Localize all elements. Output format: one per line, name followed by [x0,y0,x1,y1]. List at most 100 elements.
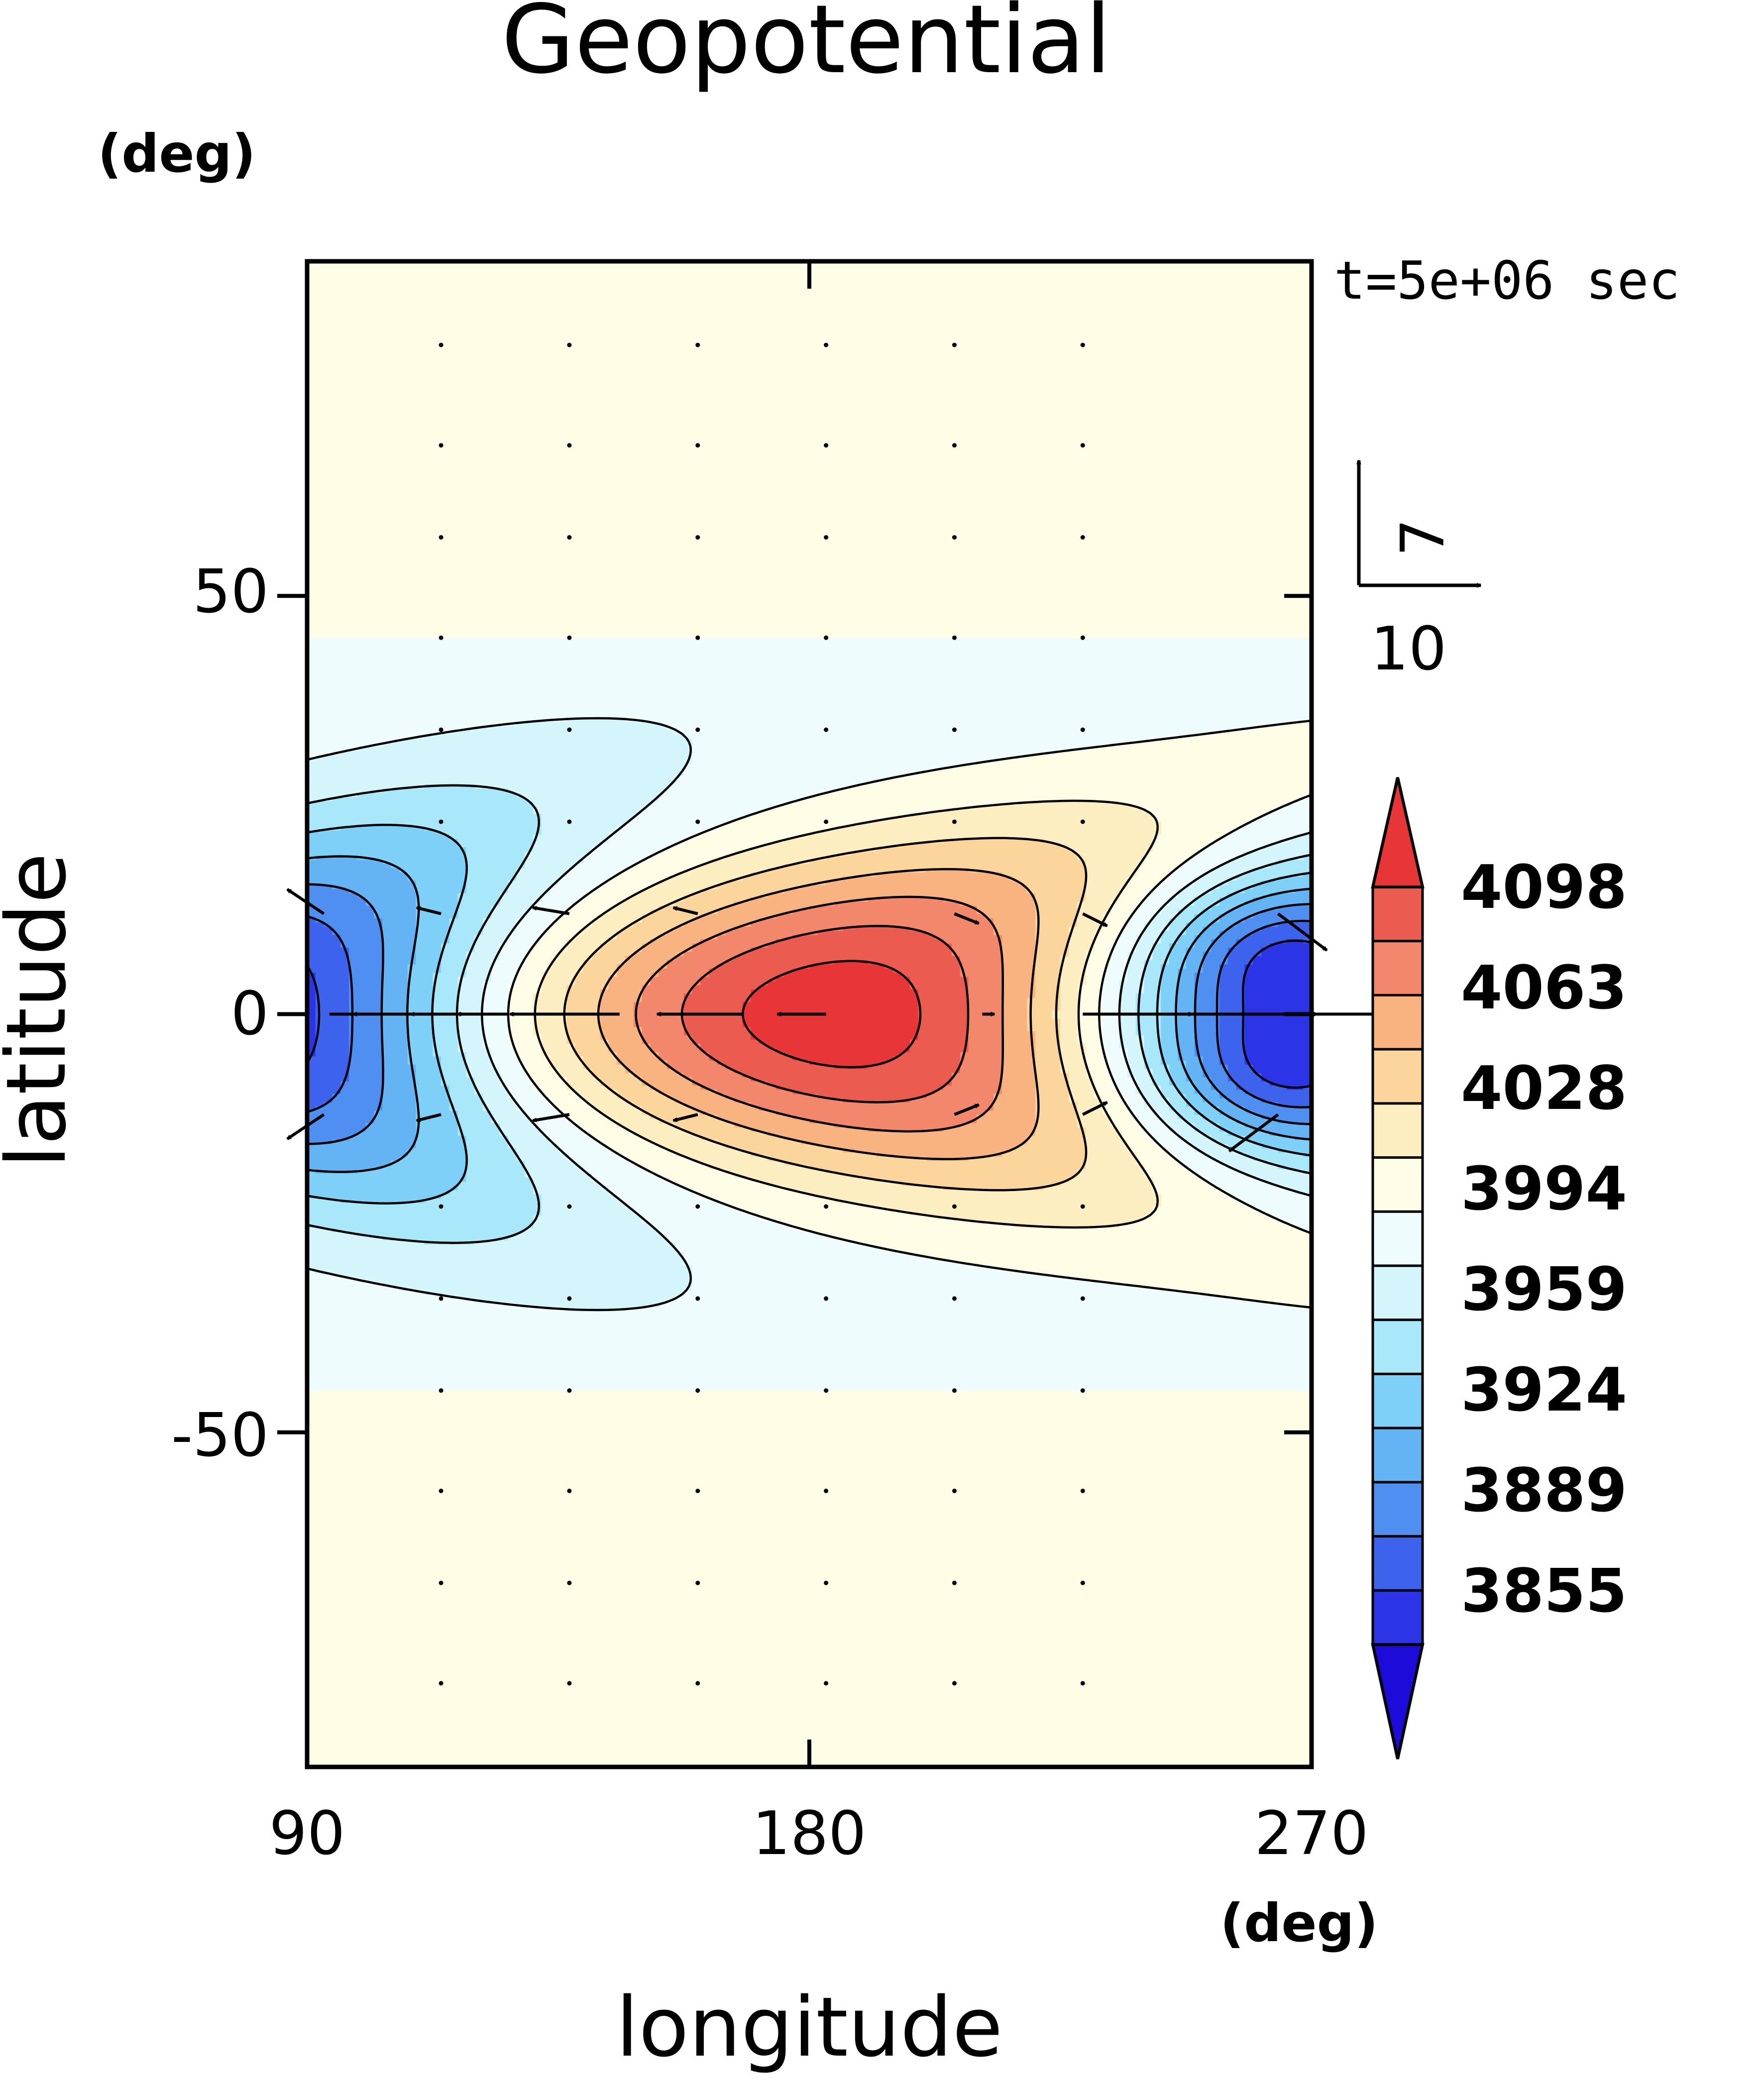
field-cell [1135,1081,1153,1086]
field-cell [1001,1005,1028,1010]
field-cell [307,1219,534,1224]
wind-vector [533,1113,570,1120]
field-cell [1186,1064,1204,1069]
field-cell [692,985,760,989]
field-cell [1035,985,1061,989]
field-cell [675,872,751,876]
field-cell [1060,997,1078,1002]
field-cell [650,1043,701,1048]
field-cell [1227,1114,1262,1119]
field-cell [1027,1022,1061,1027]
field-cell [692,868,768,873]
field-cell [1119,930,1145,935]
field-cell [843,1097,910,1102]
field-cell [675,1248,893,1253]
field-cell [683,951,743,956]
field-cell [533,997,567,1002]
wind-dot [952,1580,957,1585]
field-cell [1152,947,1170,952]
wind-dot [824,535,829,540]
field-cell [1244,872,1304,876]
field-cell [457,909,492,914]
field-cell [307,1311,1312,1316]
colorbar-band [1371,1426,1424,1484]
field-cell [683,1005,743,1010]
field-cell [667,930,726,935]
field-cell [307,1031,316,1036]
field-cell [474,939,509,944]
field-cell [315,1026,349,1031]
field-cell [1060,960,1086,965]
field-cell [399,1286,693,1291]
field-cell [659,934,718,939]
field-cell [1177,985,1195,989]
field-cell [307,1319,1312,1324]
field-cell [1236,1118,1279,1123]
field-cell [1177,968,1204,973]
field-cell [692,1282,1120,1287]
field-cell [642,1214,760,1219]
field-cell [801,1139,1028,1144]
field-cell [457,838,534,843]
field-cell [650,1047,701,1052]
field-cell [307,1244,676,1249]
field-cell [1001,997,1028,1002]
field-cell [1244,981,1312,986]
field-cell [935,809,1145,814]
field-cell [884,1060,961,1065]
field-cell [508,1135,551,1140]
field-cell [491,972,517,977]
field-cell [977,1118,1036,1123]
field-cell [633,1005,684,1010]
field-cell [968,989,1002,994]
field-cell [851,851,1078,856]
field-cell [784,1186,944,1191]
field-cell [541,1035,567,1040]
field-cell [1211,1156,1254,1161]
field-cell [399,868,467,873]
field-cell [617,934,660,939]
field-cell [307,713,1312,718]
field-cell [642,997,684,1002]
field-cell [951,1081,1002,1086]
field-cell [558,955,592,961]
field-cell [1127,951,1153,956]
field-cell [483,1018,509,1023]
field-cell [541,989,567,994]
field-cell [1227,1077,1262,1082]
field-cell [1077,1123,1111,1128]
field-cell [541,826,617,831]
field-cell [541,1210,634,1215]
field-cell [1194,989,1220,994]
field-cell [1278,805,1312,810]
field-cell [1186,964,1204,969]
field-cell [1144,901,1170,906]
field-cell [349,951,383,956]
field-cell [558,876,609,881]
field-cell [650,939,701,944]
field-cell [566,993,601,998]
field-cell [993,926,1036,931]
field-cell [1110,947,1136,952]
field-cell [466,968,492,973]
field-cell [784,864,1086,869]
field-cell [1186,1077,1212,1082]
field-cell [1135,943,1153,948]
colorbar-band [1371,1372,1424,1430]
field-cell [382,997,408,1002]
field-cell [1219,976,1245,982]
field-cell [1144,1035,1162,1040]
contour-line [307,915,1312,1113]
field-cell [307,1286,400,1291]
field-cell [960,1052,1002,1057]
field-cell [767,1156,927,1161]
field-cell [508,788,667,793]
field-cell [315,985,349,989]
field-cell [608,976,651,982]
field-cell [566,1035,601,1040]
field-cell [909,1097,994,1102]
field-cell [1261,909,1312,914]
field-cell [893,1056,961,1061]
field-cell [1244,1026,1312,1031]
field-cell [474,947,500,952]
